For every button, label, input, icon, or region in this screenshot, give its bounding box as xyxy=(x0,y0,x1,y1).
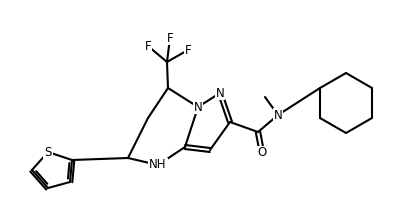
Text: NH: NH xyxy=(149,159,167,172)
Text: N: N xyxy=(274,109,283,121)
Text: F: F xyxy=(145,40,151,52)
Text: F: F xyxy=(185,44,191,57)
Text: O: O xyxy=(257,147,267,159)
Text: N: N xyxy=(216,87,224,99)
Text: N: N xyxy=(194,101,202,113)
Text: F: F xyxy=(167,32,173,44)
Text: S: S xyxy=(44,145,52,159)
